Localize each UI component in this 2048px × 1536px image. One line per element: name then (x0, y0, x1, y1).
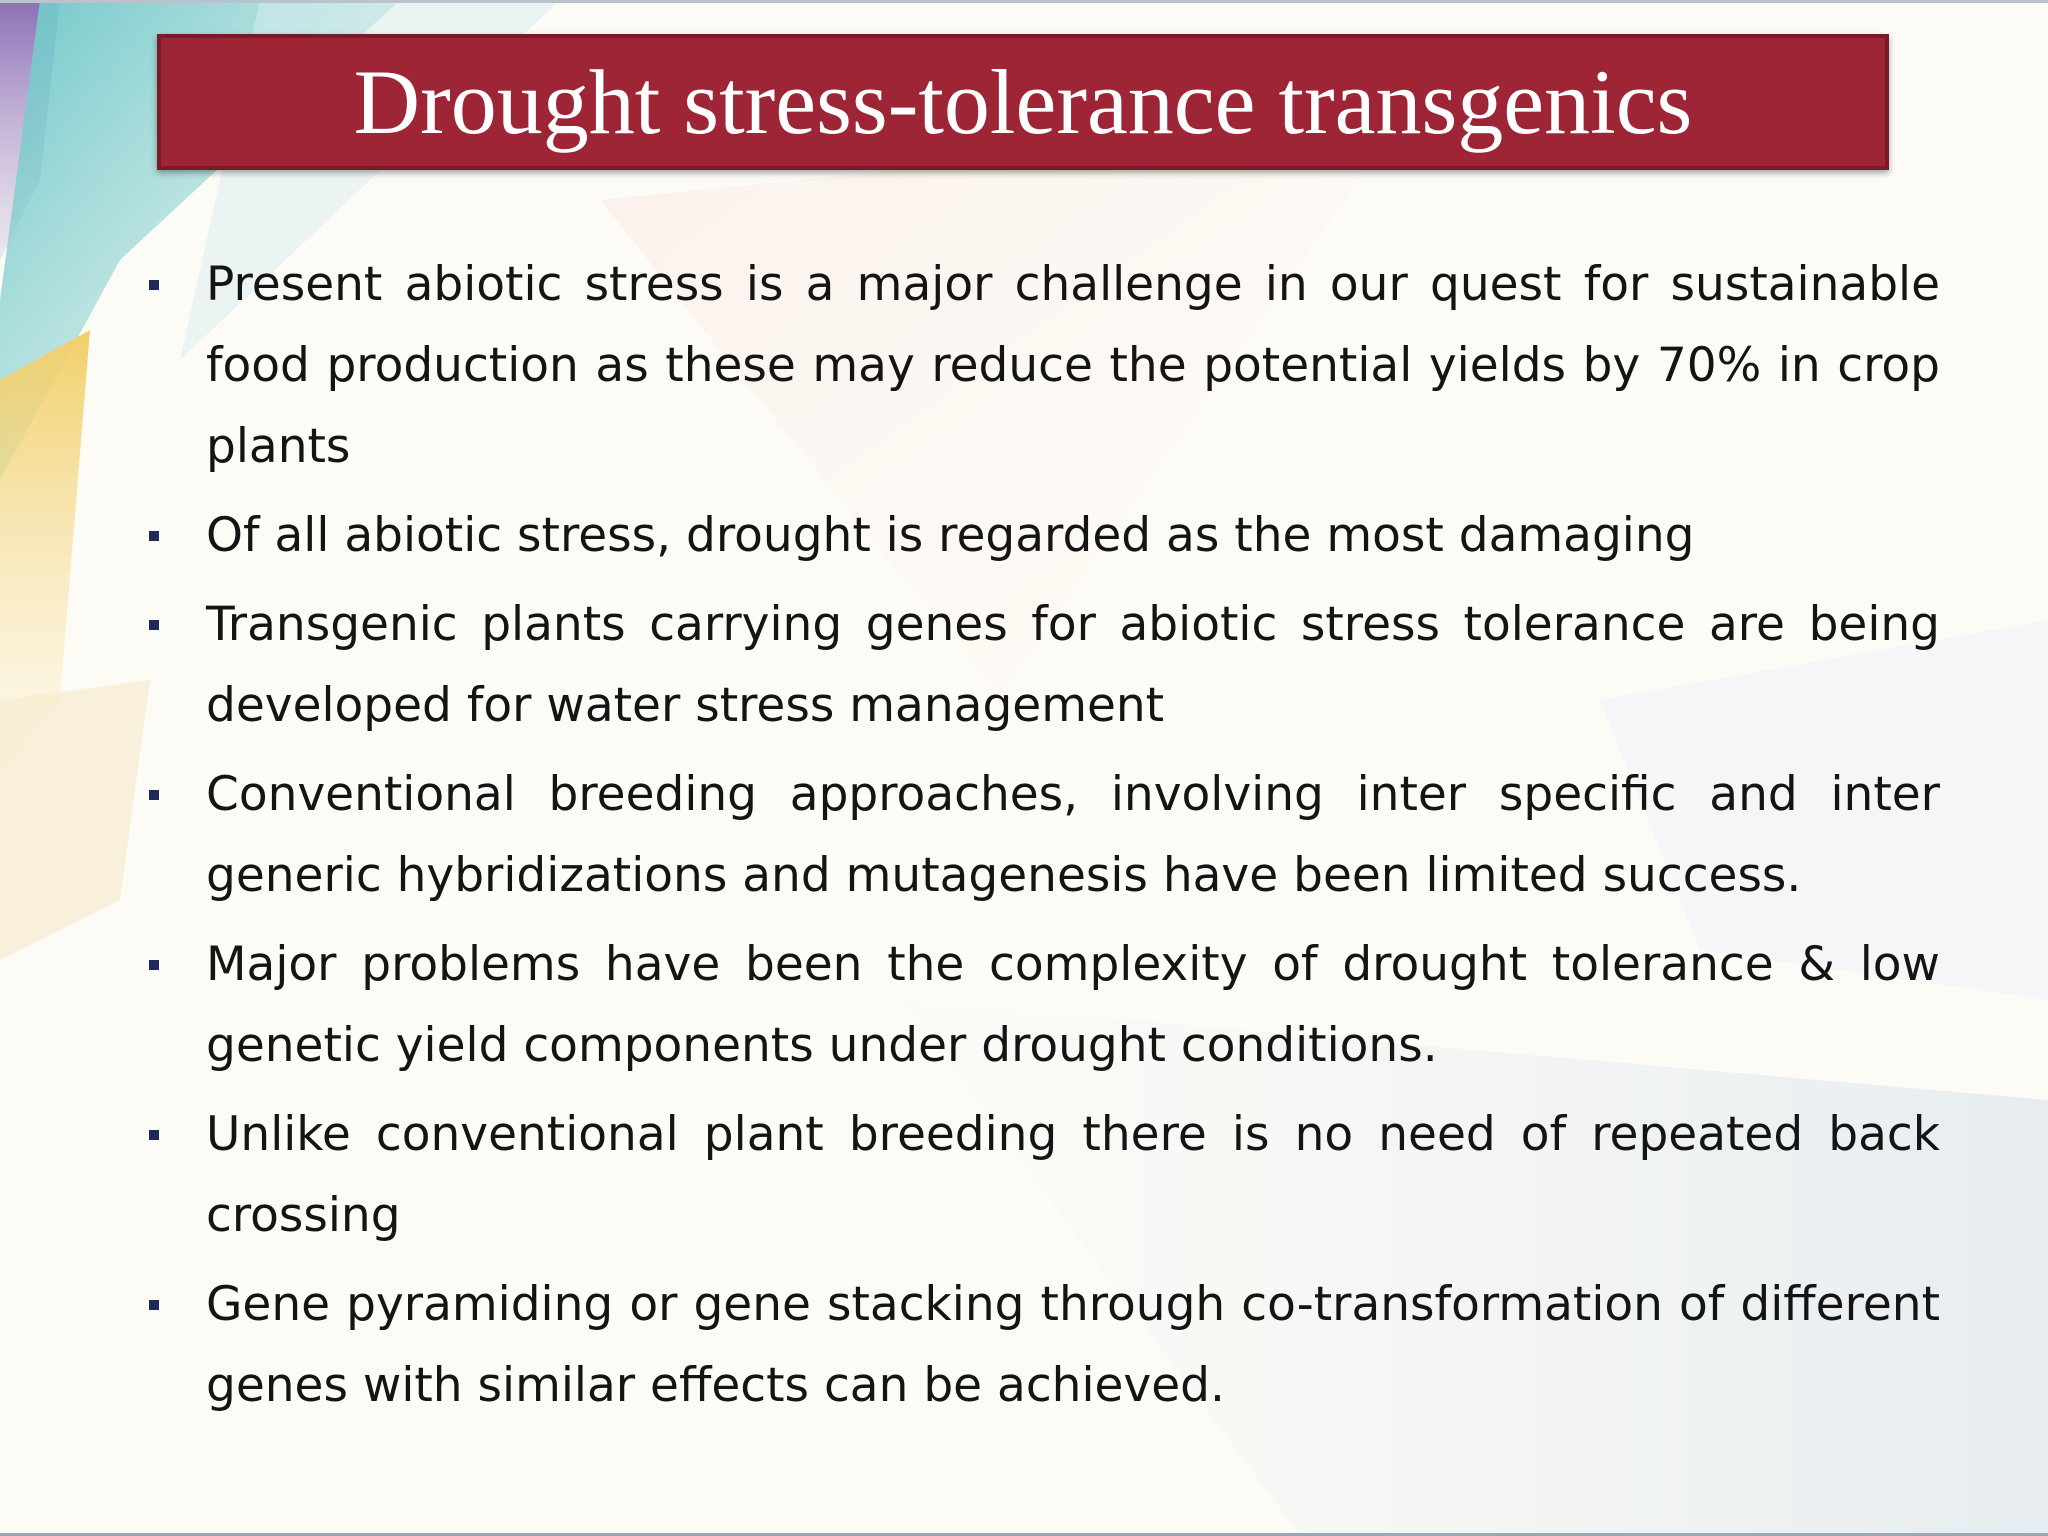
bullet-text: Transgenic plants carrying genes for abi… (206, 597, 1940, 733)
square-bullet-icon (149, 960, 159, 970)
top-border (0, 0, 2048, 3)
square-bullet-icon (149, 620, 159, 630)
bullet-item: Unlike conventional plant breeding there… (145, 1094, 1940, 1256)
title-banner: Drought stress-tolerance transgenics (157, 34, 1889, 170)
square-bullet-icon (149, 790, 159, 800)
bullet-text: Gene pyramiding or gene stacking through… (206, 1277, 1940, 1413)
bullet-item: Major problems have been the complexity … (145, 924, 1940, 1086)
square-bullet-icon (149, 1130, 159, 1140)
bullet-item: Of all abiotic stress, drought is regard… (145, 495, 1940, 576)
bullet-text: Conventional breeding approaches, involv… (206, 767, 1940, 903)
square-bullet-icon (149, 531, 159, 541)
bullet-text: Unlike conventional plant breeding there… (206, 1107, 1940, 1243)
bullet-item: Present abiotic stress is a major challe… (145, 244, 1940, 487)
bullet-item: Gene pyramiding or gene stacking through… (145, 1264, 1940, 1426)
bullet-text: Present abiotic stress is a major challe… (206, 257, 1940, 474)
bullet-list: Present abiotic stress is a major challe… (145, 244, 1940, 1434)
bullet-text: Of all abiotic stress, drought is regard… (206, 508, 1695, 563)
bottom-border (0, 1533, 2048, 1536)
square-bullet-icon (149, 280, 159, 290)
bullet-item: Conventional breeding approaches, involv… (145, 754, 1940, 916)
slide-title: Drought stress-tolerance transgenics (353, 51, 1693, 153)
square-bullet-icon (149, 1300, 159, 1310)
bullet-text: Major problems have been the complexity … (206, 937, 1940, 1073)
bullet-item: Transgenic plants carrying genes for abi… (145, 584, 1940, 746)
